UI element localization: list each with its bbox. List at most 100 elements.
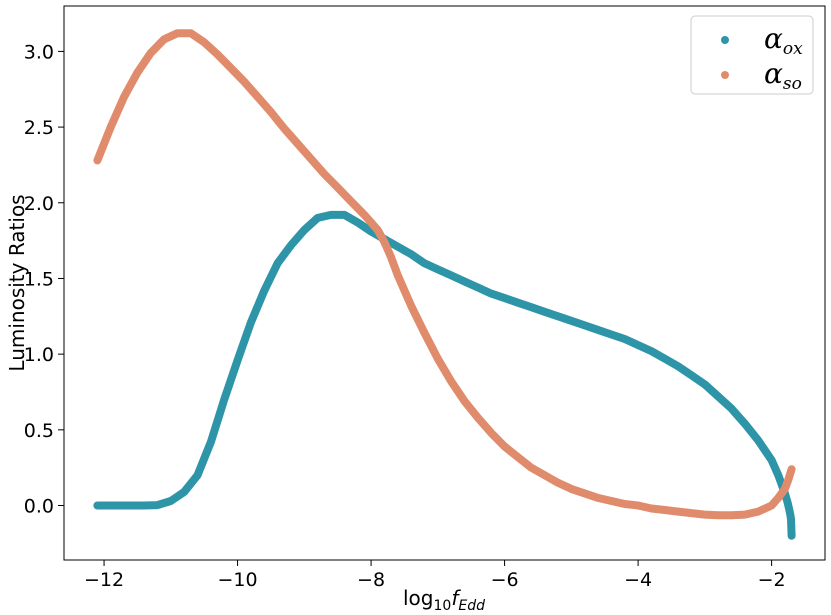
x-tick-label: −12: [84, 569, 124, 591]
y-axis-label: Luminosity Ratios: [5, 194, 29, 371]
x-tick-label: −10: [218, 569, 258, 591]
data-point: [741, 511, 749, 519]
data-point: [567, 485, 575, 493]
data-point: [254, 93, 262, 101]
data-point: [754, 436, 762, 444]
data-point: [674, 362, 682, 370]
data-point: [147, 49, 155, 57]
data-point: [407, 250, 415, 258]
data-point: [120, 93, 128, 101]
data-point: [167, 497, 175, 505]
data-point: [487, 290, 495, 298]
data-point: [781, 485, 789, 493]
data-point: [173, 29, 181, 37]
data-point: [194, 471, 202, 479]
legend-marker-alpha-so: [721, 71, 729, 79]
data-point: [307, 155, 315, 163]
data-point: [434, 265, 442, 273]
plot-area: [63, 5, 826, 561]
data-point: [754, 508, 762, 516]
data-point: [140, 502, 148, 510]
legend: αox αso: [690, 15, 814, 95]
data-point: [334, 184, 342, 192]
data-point: [774, 471, 782, 479]
data-point: [240, 78, 248, 86]
data-point: [674, 508, 682, 516]
data-point: [634, 341, 642, 349]
y-tick-label: 2.5: [24, 117, 54, 139]
data-point: [514, 453, 522, 461]
data-point: [447, 271, 455, 279]
data-point: [687, 371, 695, 379]
series-layer: [93, 29, 796, 540]
data-point: [785, 505, 793, 513]
y-tick-label: 2.0: [24, 193, 54, 215]
data-point: [474, 414, 482, 422]
data-point: [594, 326, 602, 334]
data-point: [234, 356, 242, 364]
y-tick-label: 3.0: [24, 41, 54, 63]
data-point: [434, 355, 442, 363]
data-point: [107, 123, 115, 131]
data-point: [661, 355, 669, 363]
data-point: [487, 429, 495, 437]
data-point: [728, 511, 736, 519]
data-point: [787, 515, 795, 523]
data-point: [447, 377, 455, 385]
data-point: [214, 50, 222, 58]
data-point: [501, 294, 509, 302]
x-tick-label: −6: [491, 569, 519, 591]
data-point: [461, 277, 469, 285]
data-point: [180, 488, 188, 496]
x-tick-label: −2: [758, 569, 786, 591]
y-tick-label: 1.5: [24, 268, 54, 290]
data-point: [267, 108, 275, 116]
data-point: [300, 226, 308, 234]
legend-label-alpha-ox: αox: [764, 22, 803, 59]
x-tick-label: −8: [357, 569, 385, 591]
data-point: [394, 271, 402, 279]
data-point: [687, 509, 695, 517]
x-axis-ticks: −12 −10 −8 −6 −4 −2: [84, 560, 786, 591]
data-point: [714, 393, 722, 401]
data-point: [541, 308, 549, 316]
data-point: [607, 497, 615, 505]
data-point: [420, 259, 428, 267]
data-point: [581, 321, 589, 329]
data-point: [607, 330, 615, 338]
data-point: [741, 420, 749, 428]
data-point: [394, 243, 402, 251]
data-point: [407, 302, 415, 310]
data-point: [567, 317, 575, 325]
data-point: [647, 505, 655, 513]
data-point: [347, 197, 355, 205]
data-point: [701, 380, 709, 388]
data-point: [714, 511, 722, 519]
data-point: [784, 476, 792, 484]
data-point: [784, 498, 792, 506]
data-point: [621, 335, 629, 343]
data-point: [327, 211, 335, 219]
data-point: [220, 396, 228, 404]
data-point: [153, 501, 161, 509]
data-point: [420, 329, 428, 337]
data-point: [207, 438, 215, 446]
data-point: [360, 211, 368, 219]
data-point: [647, 347, 655, 355]
data-point: [788, 465, 796, 473]
legend-marker-alpha-ox: [721, 36, 729, 44]
legend-label-alpha-so: αso: [764, 57, 802, 94]
data-point: [294, 140, 302, 148]
data-point: [634, 502, 642, 510]
data-point: [133, 69, 141, 77]
data-point: [227, 64, 235, 72]
data-point: [274, 259, 282, 267]
y-tick-label: 1.0: [24, 344, 54, 366]
data-point: [768, 456, 776, 464]
data-point: [774, 494, 782, 502]
data-point: [621, 500, 629, 508]
data-point: [120, 502, 128, 510]
series-trace: [93, 210, 796, 540]
series-alpha-so: [93, 29, 796, 520]
data-point: [387, 253, 395, 261]
